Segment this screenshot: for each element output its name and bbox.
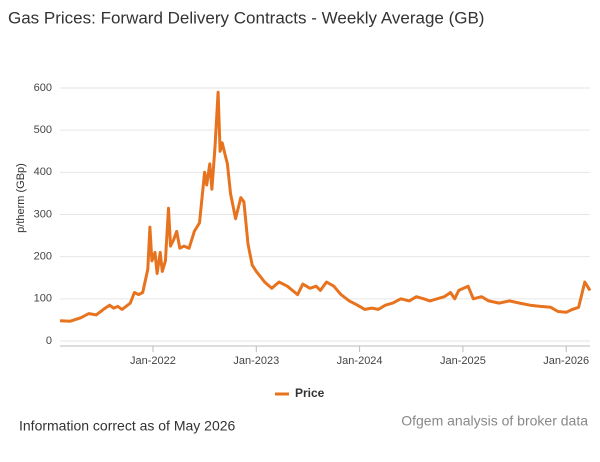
- footnote: Information correct as of May 2026: [19, 418, 236, 434]
- source: Ofgem analysis of broker data: [401, 413, 588, 429]
- x-tick-label: Jan-2026: [543, 355, 589, 367]
- y-tick-label: 0: [46, 335, 52, 347]
- y-tick-label: 400: [34, 166, 52, 178]
- x-tick-label: Jan-2025: [440, 355, 486, 367]
- price-line: [59, 90, 592, 323]
- chart-title: Gas Prices: Forward Delivery Contracts -…: [8, 8, 484, 27]
- y-tick-label: 200: [34, 251, 52, 263]
- y-tick-label: 600: [34, 82, 52, 94]
- y-tick-label: 100: [34, 293, 52, 305]
- y-tick-label: 300: [34, 208, 52, 220]
- x-tick-label: Jan-2022: [130, 355, 176, 367]
- x-tick-label: Jan-2024: [337, 355, 383, 367]
- y-tick-label: 500: [34, 124, 52, 136]
- x-tick-label: Jan-2023: [233, 355, 279, 367]
- legend-label: Price: [295, 386, 325, 400]
- y-axis-label: p/therm (GBp): [15, 163, 27, 233]
